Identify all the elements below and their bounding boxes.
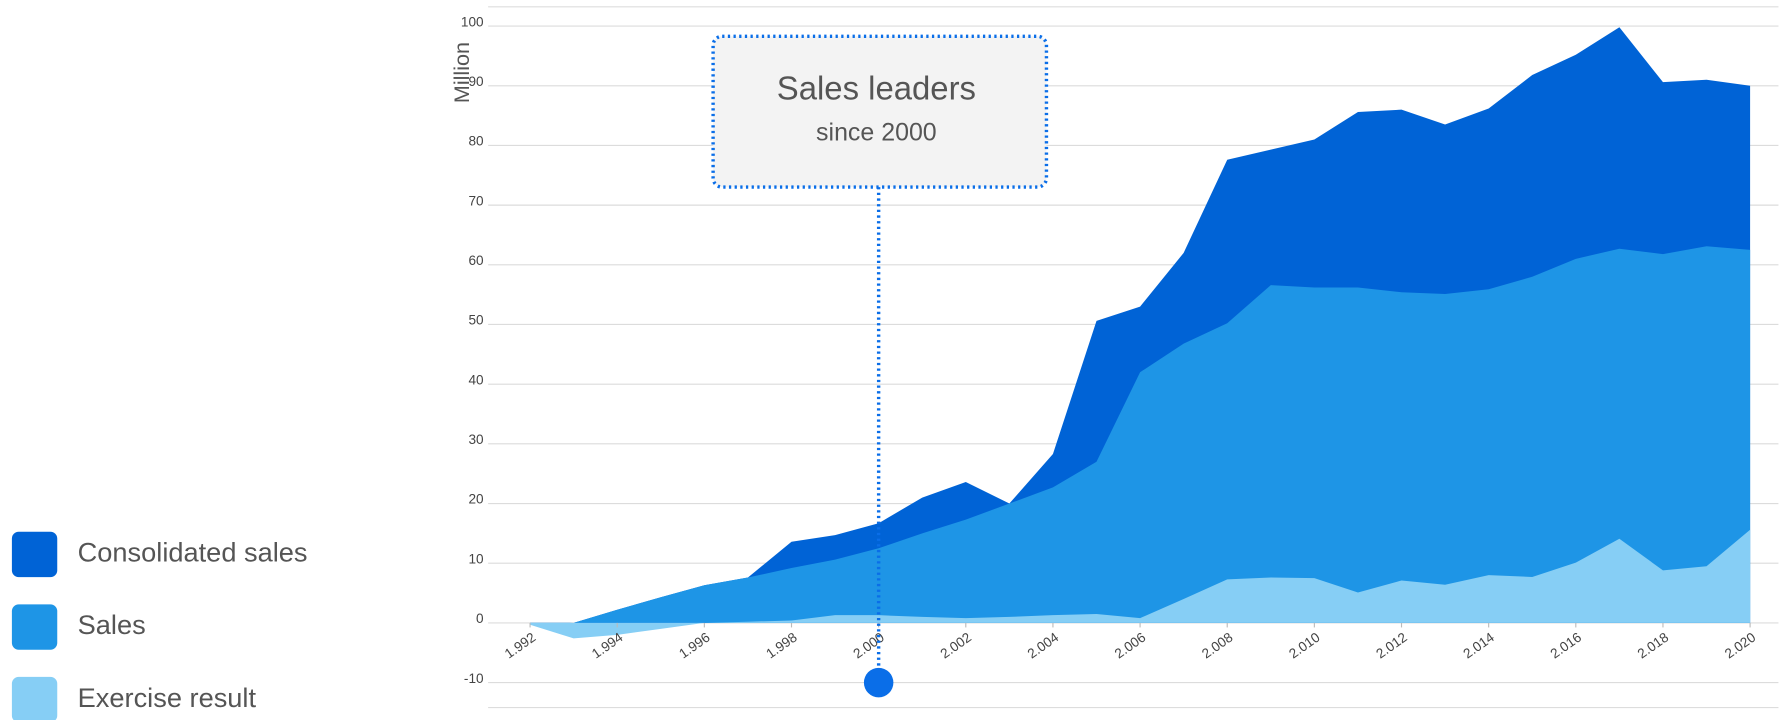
legend-label: Consolidated sales (78, 537, 308, 568)
x-tick-label: 1.992 (502, 630, 538, 662)
legend-swatch (11, 676, 58, 720)
x-tick-label: 2.020 (1722, 629, 1759, 661)
x-tick-label: 1.996 (676, 630, 712, 662)
x-tick-label: 2.002 (938, 630, 974, 662)
x-tick-label: 2.012 (1373, 630, 1409, 662)
y-axis-label: Million (450, 42, 474, 103)
y-tick-label: 100 (461, 14, 484, 29)
annotation-subtitle: since 2000 (816, 118, 937, 146)
y-tick-label: 80 (468, 134, 484, 149)
areas (530, 27, 1751, 639)
x-tick-label: 2.006 (1112, 630, 1148, 662)
y-tick-label: 70 (468, 193, 484, 208)
area (530, 246, 1751, 625)
x-tick-label: 2.000 (850, 629, 887, 661)
x-tick-label: 2.004 (1025, 629, 1062, 661)
annotation-marker (863, 667, 894, 698)
annotation: Sales leaders since 2000 (711, 34, 1049, 698)
y-tick-label: 20 (468, 492, 484, 507)
annotation-title: Sales leaders (777, 69, 976, 106)
x-tick-label: 2.008 (1199, 630, 1235, 662)
legend-label: Exercise result (78, 682, 257, 713)
y-tick-label: 60 (468, 253, 484, 268)
legend-swatch (11, 604, 58, 650)
annotation-box (711, 34, 1049, 189)
y-tick-label: 10 (468, 551, 484, 566)
x-tick-label: 2.018 (1635, 630, 1671, 662)
y-tick-label: 30 (468, 432, 484, 447)
legend-label: Sales (78, 609, 146, 640)
y-tick-label: 90 (468, 74, 484, 89)
legend: Consolidated sales Sales Exercise result (11, 531, 308, 720)
y-tick-label: 0 (476, 611, 484, 626)
x-tick-label: 2.016 (1548, 630, 1584, 662)
legend-swatch (11, 531, 58, 578)
area (530, 529, 1751, 639)
y-tick-label: 50 (468, 313, 484, 328)
x-ticks: 1.992 1.994 1.996 1.998 2.000 2.002 2.004 2.006… (502, 622, 1759, 662)
x-tick-label: 2.010 (1286, 629, 1323, 661)
x-tick-label: 1.998 (763, 630, 799, 662)
y-tick-label: -10 (464, 671, 484, 686)
y-tick-label: 40 (468, 372, 484, 387)
x-tick-label: 2.014 (1461, 629, 1498, 661)
